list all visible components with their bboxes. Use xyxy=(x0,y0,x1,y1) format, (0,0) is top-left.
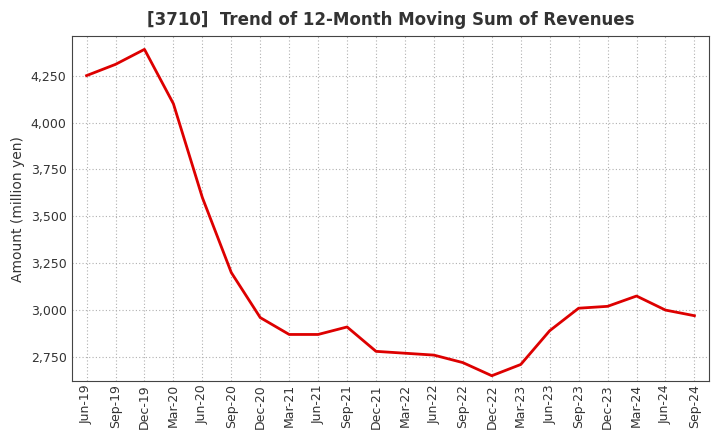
Y-axis label: Amount (million yen): Amount (million yen) xyxy=(11,136,25,282)
Title: [3710]  Trend of 12-Month Moving Sum of Revenues: [3710] Trend of 12-Month Moving Sum of R… xyxy=(147,11,634,29)
